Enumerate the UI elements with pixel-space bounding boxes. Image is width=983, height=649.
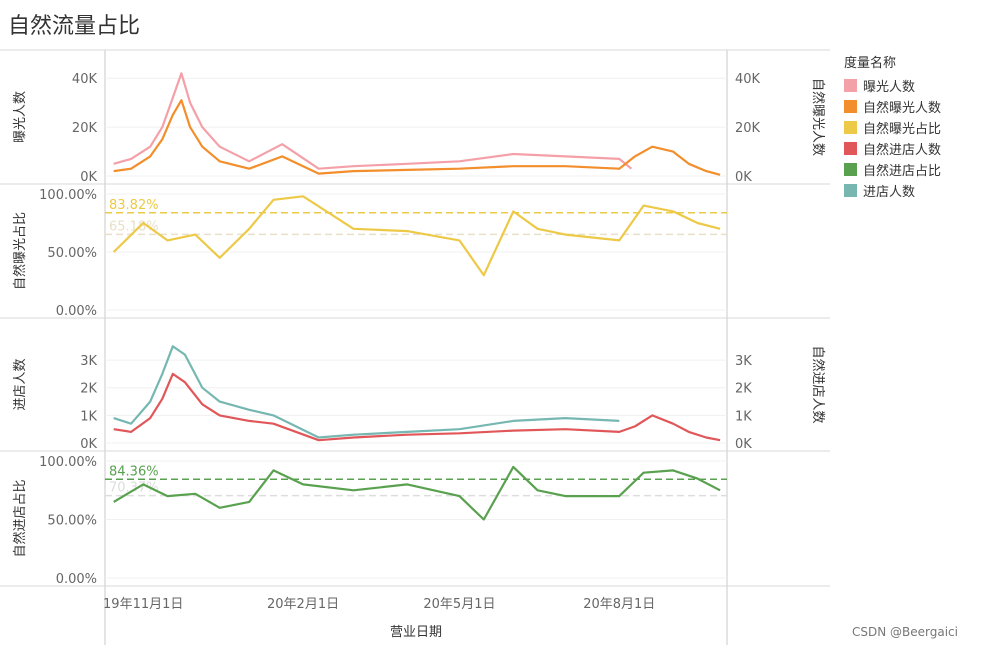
- y-tick-label-right: 2K: [735, 382, 752, 397]
- y-axis-title-right: 自然进店人数: [810, 345, 826, 423]
- legend-swatch: [844, 100, 857, 113]
- x-tick-label: 19年11月1日: [103, 597, 183, 612]
- y-tick-label-right: 3K: [735, 354, 752, 369]
- y-tick-label: 2K: [80, 382, 97, 397]
- legend-label: 进店人数: [863, 185, 916, 200]
- y-tick-label: 100.00%: [39, 455, 97, 470]
- y-axis-title: 曝光人数: [13, 91, 28, 143]
- reference-label: 65.18%: [109, 219, 159, 234]
- series-line: [113, 99, 721, 176]
- series-line: [113, 465, 721, 521]
- y-tick-label-right: 1K: [735, 409, 752, 424]
- legend: 度量名称 曝光人数 自然曝光人数 自然曝光占比 自然进店人数 自然进店占比 进店…: [844, 52, 941, 201]
- reference-label: 83.82%: [109, 198, 159, 213]
- y-axis-title: 自然曝光占比: [12, 212, 28, 290]
- y-tick-label: 100.00%: [39, 188, 97, 203]
- y-tick-label: 0.00%: [56, 304, 97, 319]
- legend-swatch: [844, 121, 857, 134]
- legend-swatch: [844, 163, 857, 176]
- y-tick-label-right: 20K: [735, 121, 761, 136]
- legend-item[interactable]: 自然进店占比: [844, 159, 941, 180]
- watermark: CSDN @Beergaici: [852, 625, 958, 639]
- legend-label: 自然曝光人数: [863, 101, 942, 116]
- reference-label: 84.36%: [109, 464, 159, 479]
- y-tick-label: 20K: [72, 121, 98, 136]
- legend-title: 度量名称: [844, 56, 897, 71]
- y-axis-title: 进店人数: [13, 358, 28, 410]
- y-axis-title: 自然进店占比: [12, 479, 28, 557]
- series-line: [113, 372, 721, 442]
- y-tick-label: 50.00%: [47, 514, 97, 529]
- legend-label: 曝光人数: [863, 80, 916, 95]
- legend-item[interactable]: 自然曝光人数: [844, 96, 941, 117]
- y-tick-label: 40K: [72, 72, 98, 87]
- series-line: [112, 195, 721, 277]
- y-tick-label-right: 40K: [735, 72, 761, 87]
- x-tick-label: 20年2月1日: [267, 597, 339, 612]
- x-axis-title: 营业日期: [390, 625, 442, 640]
- reference-label: 70.37%: [109, 481, 159, 496]
- y-tick-label: 50.00%: [47, 246, 97, 261]
- y-tick-label: 0.00%: [56, 572, 97, 587]
- page-title: 自然流量占比: [8, 14, 141, 39]
- y-axis-title-right: 自然曝光人数: [810, 78, 826, 156]
- legend-item[interactable]: 自然曝光占比: [844, 117, 941, 138]
- x-tick-label: 20年5月1日: [423, 597, 495, 612]
- legend-label: 自然进店人数: [863, 143, 942, 158]
- y-tick-label: 0K: [80, 437, 97, 452]
- legend-swatch: [844, 142, 857, 155]
- legend-label: 自然进店占比: [863, 164, 942, 179]
- y-tick-label-right: 0K: [735, 170, 752, 185]
- legend-item[interactable]: 自然进店人数: [844, 138, 941, 159]
- y-tick-label: 0K: [80, 170, 97, 185]
- series-line: [113, 72, 633, 170]
- y-tick-label-right: 0K: [735, 437, 752, 452]
- y-tick-label: 3K: [80, 354, 97, 369]
- x-tick-label: 20年8月1日: [583, 597, 655, 612]
- legend-label: 自然曝光占比: [863, 122, 942, 137]
- series-line: [113, 345, 620, 439]
- legend-item[interactable]: 进店人数: [844, 180, 941, 201]
- y-tick-label: 1K: [80, 409, 97, 424]
- legend-swatch: [844, 184, 857, 197]
- legend-item[interactable]: 曝光人数: [844, 75, 941, 96]
- legend-swatch: [844, 79, 857, 92]
